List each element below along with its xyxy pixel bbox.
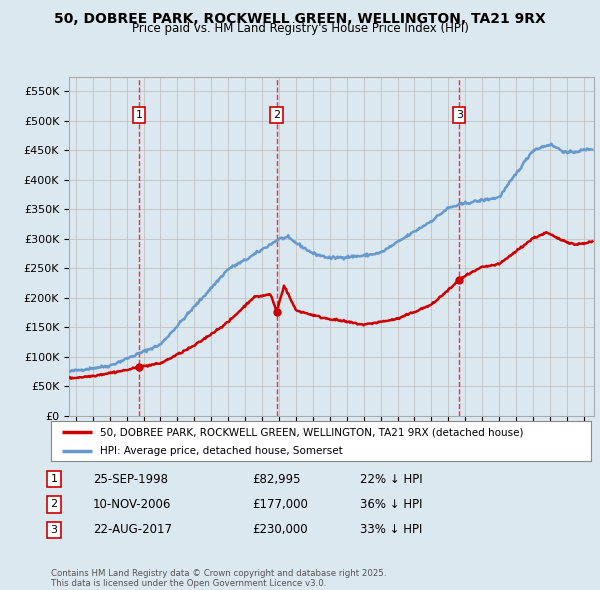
Text: Price paid vs. HM Land Registry's House Price Index (HPI): Price paid vs. HM Land Registry's House … bbox=[131, 22, 469, 35]
Text: £230,000: £230,000 bbox=[252, 523, 308, 536]
Text: 2: 2 bbox=[273, 110, 280, 120]
Text: £177,000: £177,000 bbox=[252, 498, 308, 511]
Text: HPI: Average price, detached house, Somerset: HPI: Average price, detached house, Some… bbox=[100, 445, 343, 455]
Text: 3: 3 bbox=[50, 525, 58, 535]
Text: 33% ↓ HPI: 33% ↓ HPI bbox=[360, 523, 422, 536]
Text: 22-AUG-2017: 22-AUG-2017 bbox=[93, 523, 172, 536]
Text: 50, DOBREE PARK, ROCKWELL GREEN, WELLINGTON, TA21 9RX: 50, DOBREE PARK, ROCKWELL GREEN, WELLING… bbox=[54, 12, 546, 26]
Text: 36% ↓ HPI: 36% ↓ HPI bbox=[360, 498, 422, 511]
Text: 1: 1 bbox=[136, 110, 142, 120]
Text: 10-NOV-2006: 10-NOV-2006 bbox=[93, 498, 172, 511]
Text: 3: 3 bbox=[455, 110, 463, 120]
Text: 1: 1 bbox=[50, 474, 58, 484]
Text: 50, DOBREE PARK, ROCKWELL GREEN, WELLINGTON, TA21 9RX (detached house): 50, DOBREE PARK, ROCKWELL GREEN, WELLING… bbox=[100, 427, 523, 437]
Text: Contains HM Land Registry data © Crown copyright and database right 2025.
This d: Contains HM Land Registry data © Crown c… bbox=[51, 569, 386, 588]
Text: 2: 2 bbox=[50, 500, 58, 509]
Text: 22% ↓ HPI: 22% ↓ HPI bbox=[360, 473, 422, 486]
Text: 25-SEP-1998: 25-SEP-1998 bbox=[93, 473, 168, 486]
Text: £82,995: £82,995 bbox=[252, 473, 301, 486]
